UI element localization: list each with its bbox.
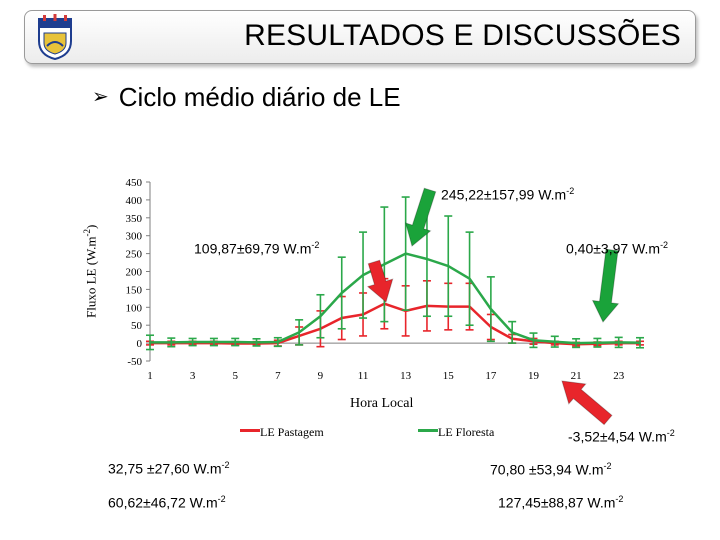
y-tick-label: 200 [126,267,143,279]
y-tick-label: 250 [126,249,143,261]
y-tick-label: 150 [126,284,143,296]
y-tick-label: 350 [126,213,143,225]
y-tick-label: -50 [127,356,142,368]
x-tick-label: 5 [232,370,238,382]
pasture-series-line [150,302,640,346]
y-tick-label: 400 [126,195,143,207]
pasture-max-arrow-icon [366,259,394,303]
title-box: RESULTADOS E DISCUSSÕES [24,10,696,64]
bullet-arrow-icon: ➢ [92,86,109,108]
forest-series-line [150,252,641,345]
x-tick-label: 23 [613,370,625,382]
legend-item-forest: LE Floresta [418,425,494,440]
pasture-mean-label: 32,75 ±27,60 W.m-2 [108,460,230,477]
legend-item-pasture: LE Pastagem [240,425,324,440]
university-crest-icon [38,14,72,61]
y-tick-label: 450 [126,177,143,189]
x-tick-label: 21 [571,370,582,382]
x-axis-label: Hora Local [350,396,414,411]
subtitle: ➢ Ciclo médio diário de LE [92,82,401,113]
legend-swatch-pasture [240,429,260,432]
pasture-day-label: 60,62±46,72 W.m-2 [108,494,226,511]
y-tick-label: 0 [137,338,143,350]
subtitle-text: Ciclo médio diário de LE [118,82,401,112]
forest-max-arrow-icon [404,187,437,247]
x-tick-label: 15 [443,370,455,382]
y-tick-label: 50 [131,320,143,332]
x-tick-label: 3 [190,370,196,382]
pasture-night-label: -3,52±4,54 W.m-2 [568,428,675,445]
x-tick-label: 19 [528,370,540,382]
pasture-max-label: 109,87±69,79 W.m-2 [194,240,320,257]
x-tick-label: 9 [318,370,324,382]
x-tick-label: 13 [400,370,412,382]
forest-mean-label: 70,80 ±53,94 W.m-2 [490,461,612,478]
x-tick-label: 7 [275,370,281,382]
forest-day-label: 127,45±88,87 W.m-2 [498,494,624,511]
y-tick-label: 300 [126,231,143,243]
forest-max-label: 245,22±157,99 W.m-2 [441,186,575,203]
pasture-night-arrow-icon [561,380,613,426]
forest-night-arrow-icon [591,248,620,323]
y-tick-label: 100 [126,302,143,314]
page-title: RESULTADOS E DISCUSSÕES [244,19,681,52]
forest-night-label: 0,40±3,97 W.m-2 [566,240,669,257]
x-tick-label: 1 [147,370,153,382]
x-tick-label: 11 [358,370,369,382]
x-tick-label: 17 [485,370,497,382]
legend-swatch-forest [418,429,438,432]
